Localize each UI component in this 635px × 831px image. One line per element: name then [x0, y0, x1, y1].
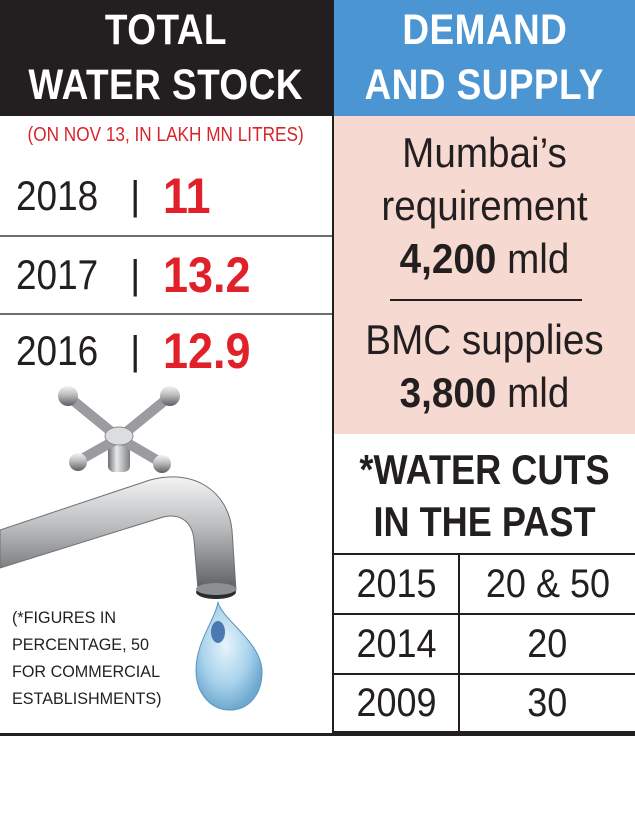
- footnote-line3: FOR COMMERCIAL: [12, 662, 161, 681]
- table-row: 2014 20: [334, 613, 635, 673]
- tap-body: [0, 476, 237, 599]
- table-row: 2015 20 & 50: [334, 553, 635, 613]
- footnote-line2: PERCENTAGE, 50: [12, 635, 150, 654]
- supply-label: BMC supplies: [365, 316, 604, 363]
- water-cuts-title-line1: *WATER CUTS: [359, 446, 610, 493]
- water-cuts-title-line2: IN THE PAST: [373, 498, 596, 545]
- stock-year: 2018: [16, 172, 99, 219]
- tap-handle: [58, 386, 180, 473]
- supply-value: 3,800: [399, 369, 497, 416]
- header-demand-and-supply: DEMAND AND SUPPLY: [334, 0, 635, 116]
- stock-year: 2016: [16, 327, 99, 374]
- demand-supply-panel: Mumbai’s requirement 4,200 mld BMC suppl…: [334, 116, 635, 434]
- header-right-line2: AND SUPPLY: [364, 61, 605, 109]
- header-left-line1: TOTAL: [105, 6, 227, 54]
- stock-unit-text: (ON NOV 13, IN LAKH MN LITRES): [27, 124, 305, 146]
- stock-row-2016: 2016 | 12.9: [0, 312, 332, 390]
- stock-value: 13.2: [163, 247, 251, 303]
- cut-value: 20 & 50: [485, 561, 610, 606]
- stock-year: 2017: [16, 251, 99, 298]
- column-divider: [332, 0, 334, 733]
- header-left-line2: WATER STOCK: [28, 61, 304, 109]
- cut-year-cell: 2015: [334, 555, 460, 613]
- requirement-label-line1: Mumbai’s: [402, 129, 567, 176]
- cut-value: 20: [527, 621, 568, 666]
- stock-unit-note: (ON NOV 13, IN LAKH MN LITRES): [0, 124, 332, 147]
- requirement-value-line: 4,200 mld: [346, 232, 623, 285]
- supply-unit: mld: [507, 369, 570, 416]
- demand-divider: [390, 299, 582, 301]
- cut-year: 2009: [355, 680, 437, 725]
- requirement-unit: mld: [507, 235, 570, 282]
- header-right-line1: DEMAND: [402, 6, 567, 54]
- stock-row-2018: 2018 | 11: [0, 157, 332, 235]
- water-drop: [195, 601, 263, 711]
- cut-value-cell: 20: [460, 615, 635, 673]
- cut-year-cell: 2009: [334, 675, 460, 731]
- requirement-value: 4,200: [399, 235, 497, 282]
- cut-year: 2014: [355, 621, 437, 666]
- footnote-line1: (*FIGURES IN: [12, 608, 117, 627]
- supply-block: BMC supplies 3,800 mld: [334, 313, 635, 419]
- header-total-water-stock: TOTAL WATER STOCK: [0, 0, 332, 116]
- water-tap-icon: [0, 386, 263, 711]
- stock-separator: |: [130, 173, 141, 218]
- cut-value-cell: 20 & 50: [460, 555, 635, 613]
- water-cuts-title: *WATER CUTS IN THE PAST: [334, 444, 635, 548]
- requirement-block: Mumbai’s requirement 4,200 mld: [334, 126, 635, 285]
- bottom-rule: [0, 733, 635, 736]
- cut-value: 30: [527, 680, 568, 725]
- table-row: 2009 30: [334, 673, 635, 733]
- water-cuts-table: 2015 20 & 50 2014 20 2009 30: [334, 553, 635, 733]
- footnote: (*FIGURES IN PERCENTAGE, 50 FOR COMMERCI…: [12, 604, 169, 712]
- footnote-line4: ESTABLISHMENTS): [12, 689, 162, 708]
- stock-row-divider: [0, 313, 332, 315]
- stock-separator: |: [130, 252, 141, 297]
- cut-value-cell: 30: [460, 675, 635, 731]
- supply-value-line: 3,800 mld: [346, 366, 623, 419]
- cut-year-cell: 2014: [334, 615, 460, 673]
- stock-row-divider: [0, 235, 332, 237]
- cut-year: 2015: [355, 561, 437, 606]
- stock-separator: |: [130, 328, 141, 373]
- stock-value: 11: [163, 168, 211, 224]
- stock-row-2017: 2017 | 13.2: [0, 236, 332, 314]
- stock-value: 12.9: [163, 323, 251, 379]
- requirement-label-line2: requirement: [381, 182, 588, 229]
